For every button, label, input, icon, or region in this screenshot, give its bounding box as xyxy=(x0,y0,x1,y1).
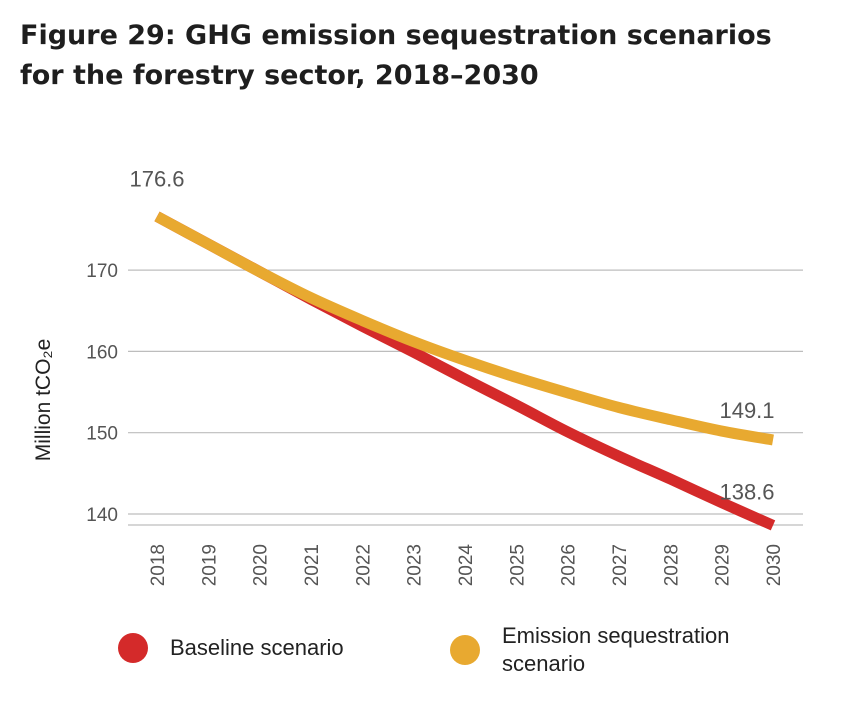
chart-title: Figure 29: GHG emission sequestration sc… xyxy=(20,20,772,91)
x-tick-label: 2028 xyxy=(661,544,682,586)
data-label: 138.6 xyxy=(719,479,774,504)
legend-item-sequestration: Emission sequestration scenario xyxy=(450,622,762,678)
legend-label-sequestration: Emission sequestration scenario xyxy=(502,623,730,676)
x-tick-label: 2025 xyxy=(507,544,528,586)
gridlines xyxy=(128,269,803,526)
legend-swatch-sequestration xyxy=(450,635,480,665)
x-tick-label: 2026 xyxy=(559,544,580,586)
legend-item-baseline: Baseline scenario xyxy=(118,633,344,663)
y-axis-ticks: 140 150 160 170 xyxy=(86,261,118,526)
legend-swatch-baseline xyxy=(118,633,148,663)
y-tick-label: 140 xyxy=(86,505,118,526)
x-tick-label: 2022 xyxy=(353,544,374,586)
data-labels: 176.6 149.1 138.6 xyxy=(129,166,774,504)
x-tick-label: 2021 xyxy=(302,544,323,586)
y-tick-label: 150 xyxy=(86,424,118,445)
data-label: 149.1 xyxy=(719,398,774,423)
y-axis-label: Million tCO₂e xyxy=(32,339,55,462)
legend-label-baseline: Baseline scenario xyxy=(170,635,344,660)
data-label: 176.6 xyxy=(129,166,184,191)
y-tick-label: 170 xyxy=(86,261,118,282)
x-tick-label: 2023 xyxy=(405,544,426,586)
y-tick-label: 160 xyxy=(86,342,118,363)
x-tick-label: 2029 xyxy=(713,544,734,586)
x-tick-label: 2024 xyxy=(456,544,477,587)
series-line-1 xyxy=(154,211,774,446)
x-tick-label: 2027 xyxy=(610,544,631,586)
x-axis-ticks: 2018 2019 2020 2021 2022 2023 2024 2025 2026 2027… xyxy=(148,544,785,587)
series-lines xyxy=(154,211,776,531)
x-tick-label: 2019 xyxy=(199,544,220,586)
x-tick-label: 2020 xyxy=(251,544,272,586)
x-tick-label: 2030 xyxy=(764,544,785,586)
x-tick-label: 2018 xyxy=(148,544,169,586)
